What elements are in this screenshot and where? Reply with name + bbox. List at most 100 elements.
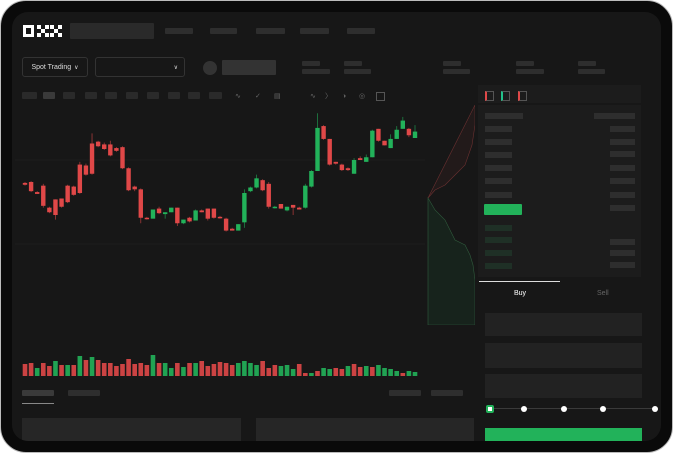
trading-screen: Spot Trading ∨ ∨ ∿ ✓ ▤ ∿ 〉 ◑ ◎ Buy Buy S… — [12, 12, 661, 441]
volume-bar — [345, 366, 351, 376]
candle-body — [248, 187, 253, 192]
timeframe-option[interactable] — [85, 92, 97, 99]
filter-button[interactable] — [389, 390, 421, 396]
timeframe-option[interactable] — [22, 92, 37, 99]
candle-body — [223, 218, 229, 231]
candle-body — [370, 130, 375, 158]
amount-input[interactable] — [485, 343, 642, 368]
nav-item[interactable] — [347, 28, 375, 34]
nav-item[interactable] — [165, 28, 193, 34]
candle-body — [199, 210, 204, 213]
stat-value — [344, 69, 371, 74]
volume-bar — [229, 365, 235, 376]
orderbook-col-header — [594, 113, 635, 119]
total-input[interactable] — [485, 374, 642, 398]
slider-track[interactable] — [490, 408, 656, 409]
volume-bar — [132, 364, 137, 376]
ruler-icon[interactable]: 〉 — [325, 93, 332, 100]
timeframe-option[interactable] — [63, 92, 75, 99]
nav-item[interactable] — [256, 28, 285, 34]
timeframe-option[interactable] — [188, 92, 200, 99]
stat-label — [516, 61, 534, 66]
volume-bar — [327, 369, 332, 376]
volume-bar — [175, 363, 180, 376]
candle-body — [95, 141, 101, 147]
volume-bar — [235, 363, 241, 376]
candle-body — [303, 185, 308, 208]
slider-stop-50[interactable] — [561, 406, 567, 412]
volume-bar — [278, 366, 284, 376]
stat-value — [516, 69, 544, 74]
stat-value — [302, 69, 330, 74]
timeframe-option[interactable] — [43, 92, 55, 99]
candle-body — [327, 138, 332, 165]
volume-bar — [156, 363, 162, 376]
price-input[interactable] — [485, 313, 642, 336]
candle-body — [260, 180, 265, 191]
chart-type-icon[interactable]: ✓ — [255, 93, 261, 100]
volume-bar — [144, 365, 150, 376]
orderbook-col-header — [485, 113, 523, 119]
candle-body — [22, 182, 28, 185]
stat-value — [578, 69, 605, 74]
volume-bar — [242, 361, 247, 376]
tab-buy[interactable]: Buy — [514, 290, 527, 297]
search-bar[interactable] — [70, 23, 154, 39]
candle-body — [65, 185, 70, 203]
settings-icon[interactable]: ◎ — [359, 93, 366, 100]
slider-stop-75[interactable] — [600, 406, 606, 412]
volume-bar — [248, 363, 253, 376]
candle-body — [102, 144, 107, 149]
candle-body — [266, 183, 271, 207]
candle-body — [89, 143, 95, 174]
tab-sell[interactable]: Sell — [597, 290, 609, 297]
tab-order-history[interactable] — [68, 390, 100, 396]
timeframe-option[interactable] — [147, 92, 159, 99]
volume-bar — [260, 361, 265, 376]
volume-bar — [309, 373, 314, 376]
candle-body — [53, 199, 58, 215]
nav-item[interactable] — [210, 28, 237, 34]
active-tab-underline — [22, 403, 54, 404]
timeframe-option[interactable] — [168, 92, 180, 99]
ask-price — [485, 192, 512, 198]
slider-stop-100[interactable] — [652, 406, 658, 412]
size-value — [610, 126, 635, 132]
candle-body — [120, 147, 125, 169]
timeframe-option[interactable] — [126, 92, 138, 99]
candle-body — [272, 206, 278, 209]
volume-bar — [199, 361, 205, 376]
volume-bar — [193, 363, 198, 376]
filter-button[interactable] — [431, 390, 463, 396]
indicator-icon[interactable]: ∿ — [235, 93, 241, 100]
volume-bar — [120, 364, 125, 376]
orders-panel — [22, 418, 241, 441]
volume-bar — [59, 365, 64, 376]
slider-stop-25[interactable] — [521, 406, 527, 412]
stat-label — [443, 61, 461, 66]
tab-open-orders[interactable] — [22, 390, 54, 396]
both-sides-icon[interactable] — [485, 91, 494, 101]
asks-only-icon[interactable] — [518, 91, 527, 101]
candle-body — [290, 204, 296, 208]
volume-bar — [205, 366, 211, 376]
fullscreen-icon[interactable] — [376, 92, 385, 101]
slider-handle[interactable] — [486, 405, 494, 413]
nav-item[interactable] — [300, 28, 329, 34]
candlestick-chart[interactable] — [15, 105, 425, 380]
buy-submit-button[interactable] — [485, 428, 642, 441]
template-icon[interactable]: ▤ — [274, 93, 281, 100]
line-tool-icon[interactable]: ∿ — [310, 93, 316, 100]
camera-icon[interactable]: ◑ — [342, 93, 347, 100]
volume-bar — [83, 360, 89, 376]
volume-bar — [108, 363, 113, 376]
bids-only-icon[interactable] — [501, 91, 510, 101]
size-value — [610, 250, 635, 256]
candle-body — [187, 217, 192, 222]
candle-body — [315, 127, 320, 171]
pair-select[interactable]: ∨ — [95, 57, 185, 77]
timeframe-option[interactable] — [105, 92, 117, 99]
timeframe-option[interactable] — [209, 92, 222, 99]
spot-trading-button[interactable]: Spot Trading ∨ — [22, 57, 88, 77]
candle-body — [339, 164, 345, 171]
